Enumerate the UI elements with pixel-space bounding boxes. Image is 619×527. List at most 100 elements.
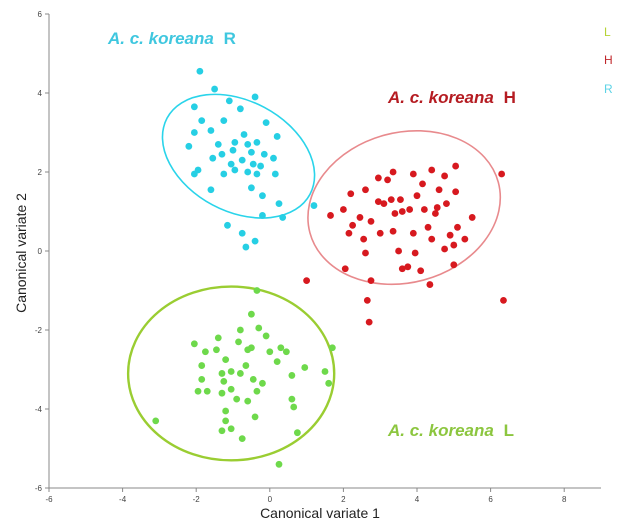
point-l — [259, 379, 266, 387]
point-h — [424, 223, 432, 231]
point-h — [461, 235, 469, 243]
point-l — [244, 346, 252, 354]
ellipse-r — [161, 93, 316, 219]
point-r — [207, 186, 215, 194]
point-h — [500, 296, 507, 304]
point-r — [198, 117, 206, 125]
point-l — [218, 370, 226, 377]
point-r — [196, 67, 204, 75]
point-h — [341, 265, 349, 273]
point-l — [218, 427, 226, 435]
point-h — [443, 200, 450, 208]
x-tick-label: -2 — [193, 495, 201, 504]
point-r — [248, 148, 255, 156]
legend: L H R — [604, 25, 613, 96]
point-h — [432, 210, 439, 217]
point-h — [450, 241, 458, 249]
point-r — [270, 154, 277, 162]
point-l — [233, 395, 241, 403]
group-label-l-species: A. c. koreana — [387, 421, 494, 440]
point-l — [255, 324, 263, 332]
x-tick-label: 0 — [268, 495, 273, 504]
point-l — [325, 379, 333, 387]
point-h — [340, 206, 347, 213]
point-h — [413, 192, 421, 200]
point-l — [251, 413, 259, 421]
point-r — [262, 119, 270, 127]
point-l — [203, 387, 211, 395]
point-h — [498, 170, 506, 178]
point-r — [236, 105, 244, 113]
x-tick-label: 4 — [415, 495, 420, 504]
point-h — [420, 206, 428, 213]
point-l — [253, 287, 261, 294]
point-h — [389, 168, 397, 176]
point-l — [190, 340, 198, 348]
point-r — [273, 133, 281, 140]
point-h — [468, 214, 476, 221]
point-r — [185, 142, 193, 150]
point-h — [327, 212, 334, 219]
point-h — [395, 247, 402, 255]
y-axis-ticks: -6 -4 -2 0 2 4 6 — [35, 10, 49, 493]
point-l — [328, 344, 336, 352]
y-tick-label: -4 — [35, 405, 43, 414]
point-r — [251, 93, 259, 101]
group-label-l-code: L — [504, 421, 514, 440]
point-r — [249, 160, 257, 168]
y-tick-label: 0 — [38, 247, 43, 256]
point-l — [277, 344, 285, 352]
point-h — [374, 174, 382, 182]
point-h — [347, 190, 355, 198]
point-r — [214, 140, 222, 148]
point-r — [238, 229, 246, 237]
y-tick-label: -6 — [35, 484, 43, 493]
point-h — [409, 170, 417, 178]
point-h — [362, 186, 369, 194]
point-h — [303, 277, 310, 285]
point-h — [428, 166, 436, 174]
point-h — [406, 206, 414, 213]
point-l — [235, 338, 242, 346]
point-l — [198, 362, 206, 369]
point-l — [275, 460, 283, 468]
point-r — [253, 138, 261, 146]
point-h — [398, 208, 406, 215]
point-h — [367, 217, 375, 225]
point-l — [294, 429, 301, 437]
point-h — [391, 210, 399, 217]
point-r — [259, 192, 266, 200]
point-r — [225, 97, 233, 105]
point-h — [376, 229, 384, 237]
point-l — [218, 389, 226, 397]
point-l — [290, 403, 298, 411]
y-tick-label: -2 — [35, 326, 43, 335]
point-r — [244, 168, 252, 176]
point-l — [227, 425, 235, 433]
point-l — [253, 387, 261, 395]
group-label-l: A. c. koreana L — [387, 421, 514, 440]
point-l — [198, 375, 206, 383]
point-h — [367, 277, 375, 285]
point-r — [251, 237, 259, 245]
point-r — [211, 85, 219, 93]
point-h — [360, 235, 368, 243]
point-r — [259, 212, 266, 219]
point-r — [229, 146, 237, 154]
x-tick-label: 2 — [341, 495, 346, 504]
legend-label-l: L — [604, 25, 611, 39]
point-h — [435, 186, 443, 194]
point-h — [384, 176, 391, 184]
y-axis-title: Canonical variate 2 — [13, 193, 29, 313]
legend-label-h: H — [604, 53, 613, 67]
x-axis-title: Canonical variate 1 — [260, 505, 380, 521]
point-r — [190, 103, 198, 111]
y-tick-label: 4 — [38, 89, 43, 98]
point-l — [202, 348, 209, 356]
x-tick-label: -6 — [45, 495, 53, 504]
point-r — [218, 150, 226, 158]
point-h — [417, 267, 425, 275]
point-r — [209, 154, 217, 162]
